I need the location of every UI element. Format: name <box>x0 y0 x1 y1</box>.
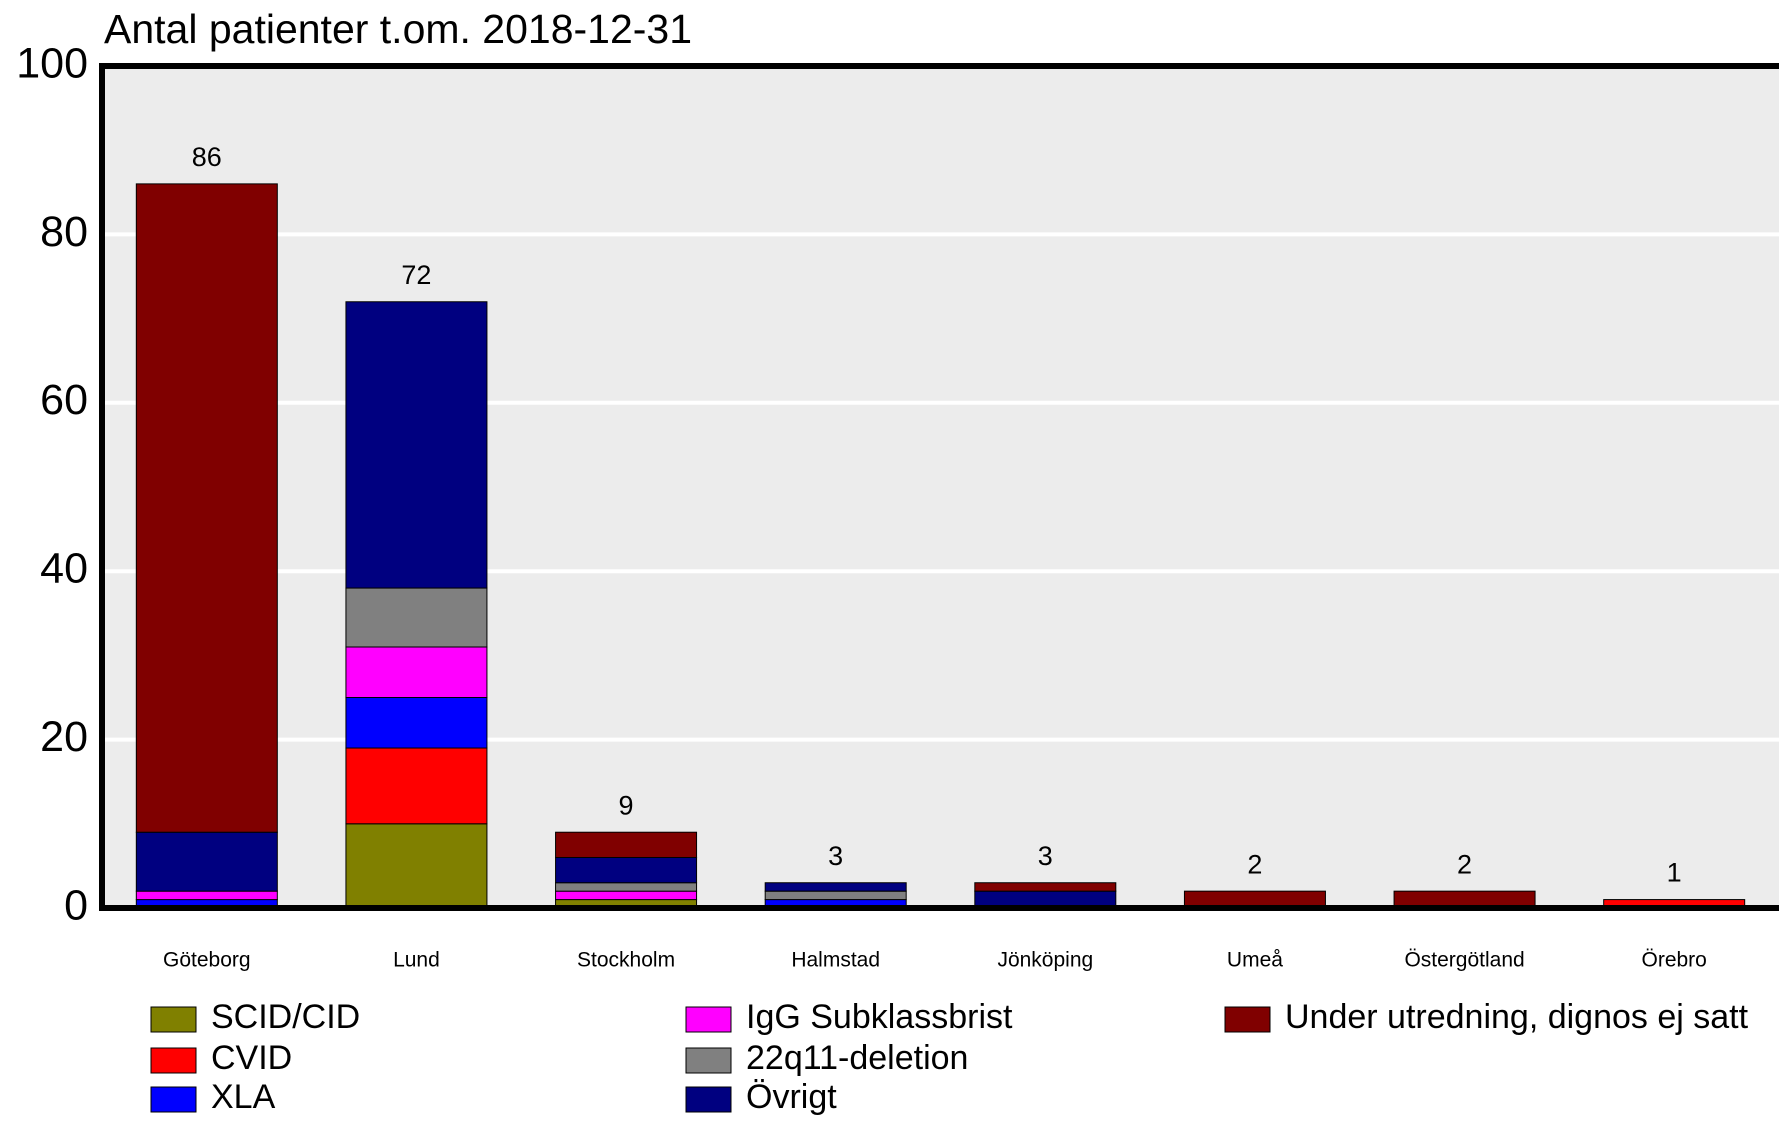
bar-segment <box>135 831 278 892</box>
bar-segment <box>555 856 698 884</box>
bar-segment <box>345 747 488 825</box>
bar-segment <box>135 890 278 901</box>
bar-segment <box>555 890 698 901</box>
x-tick-label: Stockholm <box>577 949 675 972</box>
y-tick-label: 40 <box>40 545 88 593</box>
y-tick-label: 60 <box>40 376 88 424</box>
x-tick-label: Lund <box>393 949 440 972</box>
total-label: 86 <box>192 142 222 172</box>
x-tick-label: Umeå <box>1227 949 1283 972</box>
legend-swatch <box>685 1047 732 1074</box>
total-label: 3 <box>828 841 843 871</box>
legend-swatch <box>150 1047 197 1074</box>
x-tick-label: Jönköping <box>997 949 1093 972</box>
bar-segment <box>345 823 488 909</box>
y-tick-label: 80 <box>40 208 88 256</box>
legend-swatch <box>685 1086 732 1113</box>
y-tick-label: 0 <box>64 881 88 929</box>
total-label: 72 <box>401 260 431 290</box>
x-tick-label: Göteborg <box>163 949 251 972</box>
bar-segment <box>345 301 488 589</box>
total-label: 2 <box>1457 849 1472 879</box>
x-tick-label: Örebro <box>1642 949 1707 972</box>
bar-segment <box>555 882 698 892</box>
legend-label: 22q11-deletion <box>746 1039 968 1077</box>
y-tick-label: 100 <box>16 39 88 87</box>
y-tick-label: 20 <box>40 713 88 761</box>
legend-label: Övrigt <box>746 1078 837 1116</box>
legend-label: Under utredning, dignos ej satt <box>1285 998 1749 1036</box>
x-tick-label: Östergötland <box>1404 949 1524 972</box>
total-label: 3 <box>1038 841 1053 871</box>
legend-swatch <box>150 1006 197 1033</box>
x-tick-label: Halmstad <box>791 949 880 972</box>
legend-label: XLA <box>211 1078 276 1116</box>
legend-swatch <box>150 1086 197 1113</box>
legend-swatch <box>685 1006 732 1033</box>
bar-segment <box>345 587 488 648</box>
bar-segment <box>345 646 488 698</box>
chart-title: Antal patienter t.om. 2018-12-31 <box>104 6 692 52</box>
legend-label: IgG Subklassbrist <box>746 998 1013 1036</box>
total-label: 9 <box>619 790 634 820</box>
bar-segment <box>135 183 278 833</box>
bar-segment <box>974 882 1117 892</box>
axis-frame <box>99 63 1779 911</box>
legend-swatch <box>1224 1006 1271 1033</box>
bar-segment <box>764 890 907 901</box>
legend-label: CVID <box>211 1039 292 1077</box>
total-label: 2 <box>1247 849 1262 879</box>
legend-label: SCID/CID <box>211 998 360 1036</box>
bar-segment <box>345 697 488 749</box>
bar-segment <box>555 831 698 858</box>
bar-segment <box>764 882 907 892</box>
total-label: 1 <box>1667 858 1682 888</box>
